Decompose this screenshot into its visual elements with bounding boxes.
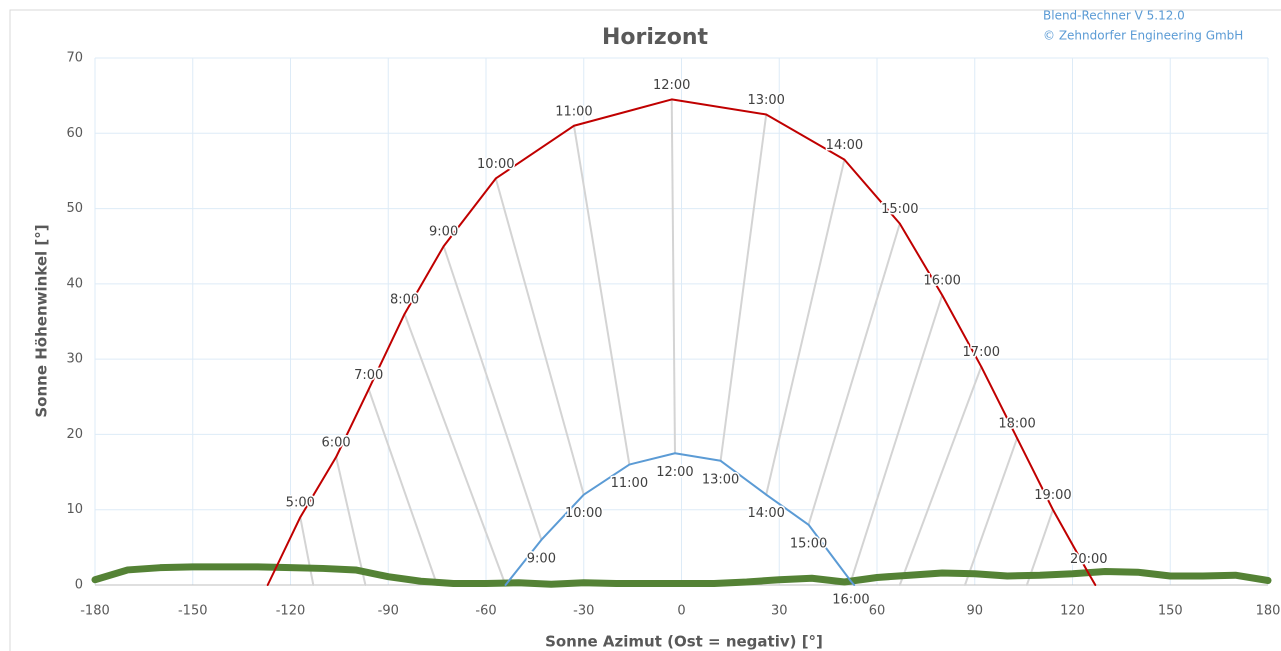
hour-label: 9:00 bbox=[527, 551, 556, 566]
x-tick-label: -30 bbox=[573, 604, 594, 619]
hour-line bbox=[963, 437, 1019, 586]
x-tick-label: 30 bbox=[771, 604, 788, 619]
x-tick-label: 120 bbox=[1060, 604, 1085, 619]
hour-label: 7:00 bbox=[354, 368, 383, 383]
hour-line bbox=[572, 124, 631, 466]
hour-label: 12:00 bbox=[656, 465, 693, 480]
y-tick-label: 0 bbox=[75, 578, 83, 593]
hour-line bbox=[849, 294, 944, 583]
hour-label: 10:00 bbox=[565, 506, 602, 521]
y-axis-label: Sonne Höhenwinkel [°] bbox=[33, 224, 51, 417]
chart-border bbox=[9, 9, 1281, 651]
sun-path bbox=[266, 98, 1097, 586]
y-tick-label: 60 bbox=[66, 126, 83, 141]
hour-label: 16:00 bbox=[923, 274, 960, 289]
y-tick-label: 30 bbox=[66, 352, 83, 367]
x-tick-label: 150 bbox=[1158, 604, 1183, 619]
hour-line bbox=[494, 177, 585, 496]
hour-label: 17:00 bbox=[963, 345, 1000, 360]
hour-label: 11:00 bbox=[611, 476, 648, 491]
hour-line bbox=[299, 516, 315, 586]
header-line: Blend-Rechner V 5.12.0 bbox=[1043, 9, 1185, 23]
hour-label: 13:00 bbox=[747, 93, 784, 108]
hour-label: 14:00 bbox=[747, 506, 784, 521]
hour-label: 8:00 bbox=[390, 292, 419, 307]
y-tick-label: 20 bbox=[66, 427, 83, 442]
hour-label: 5:00 bbox=[286, 496, 315, 511]
y-tick-label: 10 bbox=[66, 502, 83, 517]
hour-line bbox=[765, 158, 846, 496]
hour-line bbox=[403, 312, 507, 586]
x-tick-label: -180 bbox=[80, 604, 110, 619]
hour-label: 18:00 bbox=[998, 417, 1035, 432]
hour-label: 9:00 bbox=[429, 225, 458, 240]
hour-line bbox=[898, 365, 983, 586]
y-tick-label: 40 bbox=[66, 276, 83, 291]
hour-line bbox=[335, 456, 367, 586]
y-tick-label: 50 bbox=[66, 201, 83, 216]
hour-label: 15:00 bbox=[790, 536, 827, 551]
hour-line bbox=[442, 245, 543, 541]
hour-line bbox=[367, 388, 439, 586]
horizon-line bbox=[91, 563, 1272, 588]
hour-label: 11:00 bbox=[555, 104, 592, 119]
header-line: © Zehndorfer Engineering GmbH bbox=[1043, 29, 1243, 43]
x-tick-label: 90 bbox=[966, 604, 983, 619]
hour-label: 19:00 bbox=[1034, 488, 1071, 503]
hour-label: 14:00 bbox=[826, 138, 863, 153]
y-tick-label: 70 bbox=[66, 51, 83, 66]
x-axis-label: Sonne Azimut (Ost = negativ) [°] bbox=[545, 633, 823, 651]
x-tick-label: 60 bbox=[869, 604, 886, 619]
hour-label: 13:00 bbox=[702, 472, 739, 487]
sun-path bbox=[504, 452, 856, 586]
hour-label: 15:00 bbox=[881, 202, 918, 217]
x-tick-label: -120 bbox=[276, 604, 306, 619]
hour-label: 12:00 bbox=[653, 78, 690, 93]
x-tick-label: -90 bbox=[378, 604, 399, 619]
x-tick-label: -150 bbox=[178, 604, 208, 619]
hour-line bbox=[670, 98, 676, 455]
hour-label: 20:00 bbox=[1070, 552, 1107, 567]
hour-label: 10:00 bbox=[477, 157, 514, 172]
x-tick-label: -60 bbox=[475, 604, 496, 619]
hour-label: 6:00 bbox=[322, 436, 351, 451]
hour-line bbox=[807, 222, 901, 526]
hour-label: 16:00 bbox=[832, 593, 869, 608]
chart-title: Horizont bbox=[602, 25, 708, 50]
hour-line bbox=[719, 113, 768, 462]
x-tick-label: 0 bbox=[677, 604, 685, 619]
x-tick-label: 180 bbox=[1256, 604, 1281, 619]
